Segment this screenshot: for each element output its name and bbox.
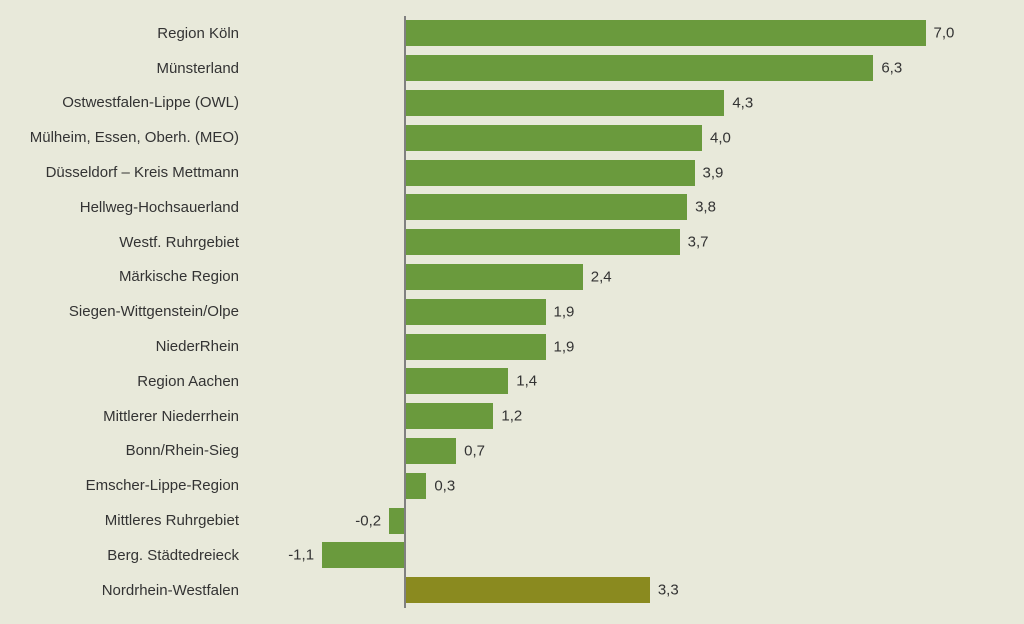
- row-label: Mittleres Ruhrgebiet: [0, 512, 255, 529]
- row-value: 4,0: [710, 129, 731, 146]
- bar: [404, 403, 493, 429]
- row-value: -1,1: [288, 547, 314, 564]
- row-plot: 3,8: [255, 190, 1000, 225]
- row-label: Hellweg-Hochsauerland: [0, 199, 255, 216]
- row-value: 1,4: [516, 373, 537, 390]
- bar: [404, 194, 687, 220]
- row-value: 0,3: [434, 477, 455, 494]
- row-plot: 0,3: [255, 468, 1000, 503]
- row-plot: 1,2: [255, 399, 1000, 434]
- chart-row: Mittleres Ruhrgebiet -0,2: [0, 503, 1000, 538]
- bar: [404, 90, 724, 116]
- row-plot: 1,4: [255, 364, 1000, 399]
- row-label: Mittlerer Niederrhein: [0, 408, 255, 425]
- row-value: 3,8: [695, 199, 716, 216]
- row-value: 1,2: [501, 408, 522, 425]
- row-value: 7,0: [934, 25, 955, 42]
- row-value: 6,3: [881, 60, 902, 77]
- row-plot: 1,9: [255, 294, 1000, 329]
- chart-row: Berg. Städtedreieck -1,1: [0, 538, 1000, 573]
- row-value: 3,9: [703, 164, 724, 181]
- bar: [404, 55, 873, 81]
- row-label: Berg. Städtedreieck: [0, 547, 255, 564]
- bar: [404, 20, 926, 46]
- bar: [322, 542, 404, 568]
- row-plot: -1,1: [255, 538, 1000, 573]
- chart-row: Region Aachen 1,4: [0, 364, 1000, 399]
- chart-row: Märkische Region 2,4: [0, 260, 1000, 295]
- row-label: Ostwestfalen-Lippe (OWL): [0, 94, 255, 111]
- chart-row: Düsseldorf – Kreis Mettmann 3,9: [0, 155, 1000, 190]
- chart-row: Hellweg-Hochsauerland 3,8: [0, 190, 1000, 225]
- row-label: Bonn/Rhein-Sieg: [0, 442, 255, 459]
- chart-row: Mülheim, Essen, Oberh. (MEO) 4,0: [0, 120, 1000, 155]
- row-label: NiederRhein: [0, 338, 255, 355]
- row-value: 1,9: [554, 303, 575, 320]
- row-value: 1,9: [554, 338, 575, 355]
- row-label: Siegen-Wittgenstein/Olpe: [0, 303, 255, 320]
- row-label: Emscher-Lippe-Region: [0, 477, 255, 494]
- row-plot: 0,7: [255, 434, 1000, 469]
- bar: [404, 368, 508, 394]
- chart-row: Siegen-Wittgenstein/Olpe 1,9: [0, 294, 1000, 329]
- row-plot: 3,3: [255, 573, 1000, 608]
- bar: [404, 229, 680, 255]
- row-value: 0,7: [464, 442, 485, 459]
- chart-row: NiederRhein 1,9: [0, 329, 1000, 364]
- row-label: Münsterland: [0, 60, 255, 77]
- row-plot: 7,0: [255, 16, 1000, 51]
- row-plot: -0,2: [255, 503, 1000, 538]
- chart-row: Münsterland 6,3: [0, 51, 1000, 86]
- chart-row: Emscher-Lippe-Region 0,3: [0, 468, 1000, 503]
- bar: [404, 334, 546, 360]
- row-plot: 3,9: [255, 155, 1000, 190]
- bar: [404, 473, 426, 499]
- row-plot: 4,0: [255, 120, 1000, 155]
- row-plot: 6,3: [255, 51, 1000, 86]
- row-plot: 1,9: [255, 329, 1000, 364]
- row-plot: 4,3: [255, 86, 1000, 121]
- row-plot: 2,4: [255, 260, 1000, 295]
- row-value: 4,3: [732, 94, 753, 111]
- row-label: Region Aachen: [0, 373, 255, 390]
- row-value: -0,2: [355, 512, 381, 529]
- row-value: 3,3: [658, 582, 679, 599]
- zero-axis: [404, 16, 406, 608]
- row-value: 3,7: [688, 234, 709, 251]
- row-label: Düsseldorf – Kreis Mettmann: [0, 164, 255, 181]
- bar-chart: Region Köln 7,0 Münsterland 6,3 Ostwestfalen…: [0, 0, 1024, 624]
- chart-row: Bonn/Rhein-Sieg 0,7: [0, 434, 1000, 469]
- bar: [389, 508, 404, 534]
- chart-row: Westf. Ruhrgebiet 3,7: [0, 225, 1000, 260]
- chart-row: Ostwestfalen-Lippe (OWL) 4,3: [0, 86, 1000, 121]
- bar: [404, 160, 695, 186]
- chart-row: Nordrhein-Westfalen 3,3: [0, 573, 1000, 608]
- bar: [404, 125, 702, 151]
- row-label: Märkische Region: [0, 268, 255, 285]
- chart-rows: Region Köln 7,0 Münsterland 6,3 Ostwestfalen…: [0, 16, 1000, 608]
- row-plot: 3,7: [255, 225, 1000, 260]
- row-label: Westf. Ruhrgebiet: [0, 234, 255, 251]
- bar-highlight: [404, 577, 650, 603]
- row-value: 2,4: [591, 268, 612, 285]
- chart-row: Mittlerer Niederrhein 1,2: [0, 399, 1000, 434]
- row-label: Nordrhein-Westfalen: [0, 582, 255, 599]
- bar: [404, 299, 546, 325]
- chart-row: Region Köln 7,0: [0, 16, 1000, 51]
- row-label: Region Köln: [0, 25, 255, 42]
- row-label: Mülheim, Essen, Oberh. (MEO): [0, 129, 255, 146]
- bar: [404, 264, 583, 290]
- bar: [404, 438, 456, 464]
